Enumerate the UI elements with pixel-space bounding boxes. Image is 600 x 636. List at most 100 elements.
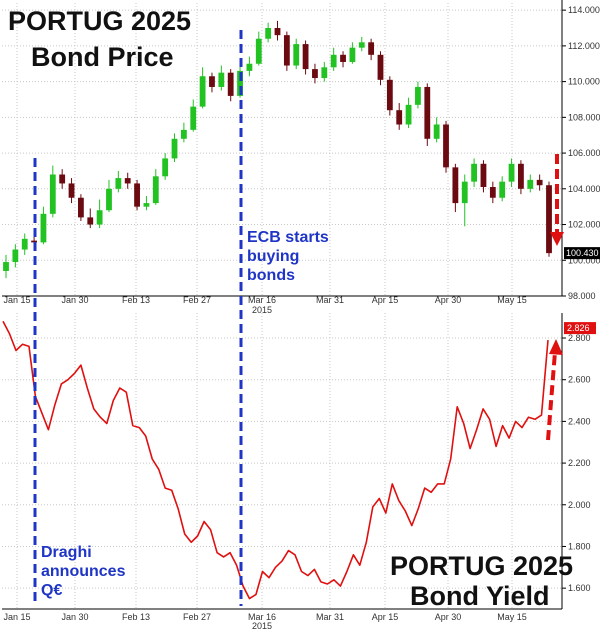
candle-body [199, 76, 206, 107]
yield-y-tick-label: 2.400 [568, 416, 591, 426]
candle-body [274, 28, 281, 36]
ecb-annotation-line: bonds [247, 267, 295, 284]
candle-body [255, 38, 262, 64]
yield-x-tick-label: Feb 13 [122, 612, 150, 622]
price-title-line1: PORTUG 2025 [8, 6, 191, 36]
candle-body [190, 106, 197, 130]
candle-body [115, 178, 122, 189]
candle-body [152, 176, 159, 204]
candle-body [237, 70, 243, 96]
candle-body [396, 110, 403, 125]
candle-body [162, 158, 169, 177]
price-y-tick-label: 106.000 [568, 148, 600, 158]
yield-title-line1: PORTUG 2025 [390, 551, 573, 581]
price-y-tick-label: 100.000 [568, 255, 600, 265]
yield-x-tick-label: Feb 27 [183, 612, 211, 622]
candle-body [143, 203, 150, 207]
candle-body [424, 86, 431, 139]
candle-body [49, 174, 56, 214]
candle-body [415, 86, 421, 105]
candle-body [489, 187, 496, 198]
yield-y-tick-label: 2.200 [568, 458, 591, 468]
price-y-tick-label: 98.000 [568, 291, 596, 301]
yield-last-label: 2.826 [567, 323, 590, 333]
candle-body [527, 179, 534, 189]
price-x-tick-label: Jan 30 [61, 295, 88, 305]
price-year-label: 2015 [252, 305, 272, 315]
price-panel: 98.000 100.000 102.000 104.000 106.000 108.00… [2, 0, 600, 315]
yield-x-tick-label: Mar 31 [316, 612, 344, 622]
candle-body [443, 124, 449, 168]
candle-body [405, 104, 412, 125]
price-x-tick-label: Mar 16 [248, 295, 276, 305]
candle-body [293, 44, 300, 66]
price-y-tick-label: 108.000 [568, 112, 600, 122]
price-y-tick-label: 110.000 [568, 77, 600, 87]
candle-body [330, 54, 337, 68]
candle-body [209, 76, 215, 87]
price-x-tick-label: Mar 31 [316, 295, 344, 305]
candle-body [12, 249, 19, 263]
candle-body [171, 138, 178, 159]
candle-body [21, 238, 28, 250]
candle-body [368, 42, 375, 55]
candle-body [546, 185, 552, 254]
candle-body [180, 129, 187, 139]
candle-body [499, 181, 506, 198]
price-title-line2: Bond Price [31, 42, 174, 72]
candle-body [377, 54, 384, 80]
candle-body [124, 178, 131, 184]
yield-title-line2: Bond Yield [410, 581, 550, 611]
candle-body [283, 35, 290, 66]
candle-body [471, 163, 478, 182]
candle-body [227, 72, 234, 96]
yield-x-tick-label: Mar 16 [248, 612, 276, 622]
yield-x-tick-label: May 15 [497, 612, 527, 622]
candle-body [106, 188, 112, 211]
price-x-tick-label: May 15 [497, 295, 527, 305]
candle-body [452, 167, 459, 204]
candle-body [508, 163, 515, 182]
yield-y-tick-label: 2.800 [568, 333, 591, 343]
candle-body [96, 210, 103, 225]
draghi-annotation-line: Draghi [41, 544, 92, 561]
candle-body [31, 240, 37, 243]
yield-x-tick-label: Jan 15 [3, 612, 30, 622]
candle-body [68, 183, 75, 198]
candle-body [461, 181, 468, 204]
price-x-tick-label: Apr 15 [372, 295, 399, 305]
yield-up-arrow-head [549, 339, 563, 355]
candle-body [358, 42, 365, 48]
price-y-tick-label: 112.000 [568, 41, 600, 51]
yield-y-tick-label: 2.000 [568, 500, 591, 510]
ecb-annotation-line: ECB starts [247, 229, 329, 246]
price-x-tick-label: Apr 30 [435, 295, 462, 305]
candle-body [302, 44, 309, 70]
price-y-tick-label: 114.000 [568, 5, 600, 15]
candle-body [134, 183, 140, 207]
candle-body [340, 54, 346, 62]
price-x-tick-label: Jan 15 [3, 295, 30, 305]
price-x-tick-label: Feb 27 [183, 295, 211, 305]
candle-body [59, 174, 66, 184]
candle-body [480, 163, 487, 188]
candle-body [321, 67, 328, 79]
yield-panel: 1.600 1.800 2.000 2.200 2.400 2.600 2.800 Jan 1… [2, 313, 596, 631]
price-y-tick-label: 104.000 [568, 184, 600, 194]
yield-y-tick-label: 1.800 [568, 541, 591, 551]
yield-x-tick-label: Apr 30 [435, 612, 462, 622]
candle-body [536, 179, 543, 186]
candle-body [265, 28, 272, 39]
candle-body [218, 72, 225, 87]
candle-body [312, 69, 318, 79]
yield-y-tick-label: 2.600 [568, 375, 591, 385]
price-last-label: 100.430 [566, 248, 599, 258]
candle-body [77, 197, 84, 218]
annotations: ECB starts buying bonds Draghi announces Q€ [33, 30, 564, 606]
yield-year-label: 2015 [252, 621, 272, 631]
price-last-label-bg [564, 247, 600, 260]
yield-series-line [2, 320, 549, 600]
